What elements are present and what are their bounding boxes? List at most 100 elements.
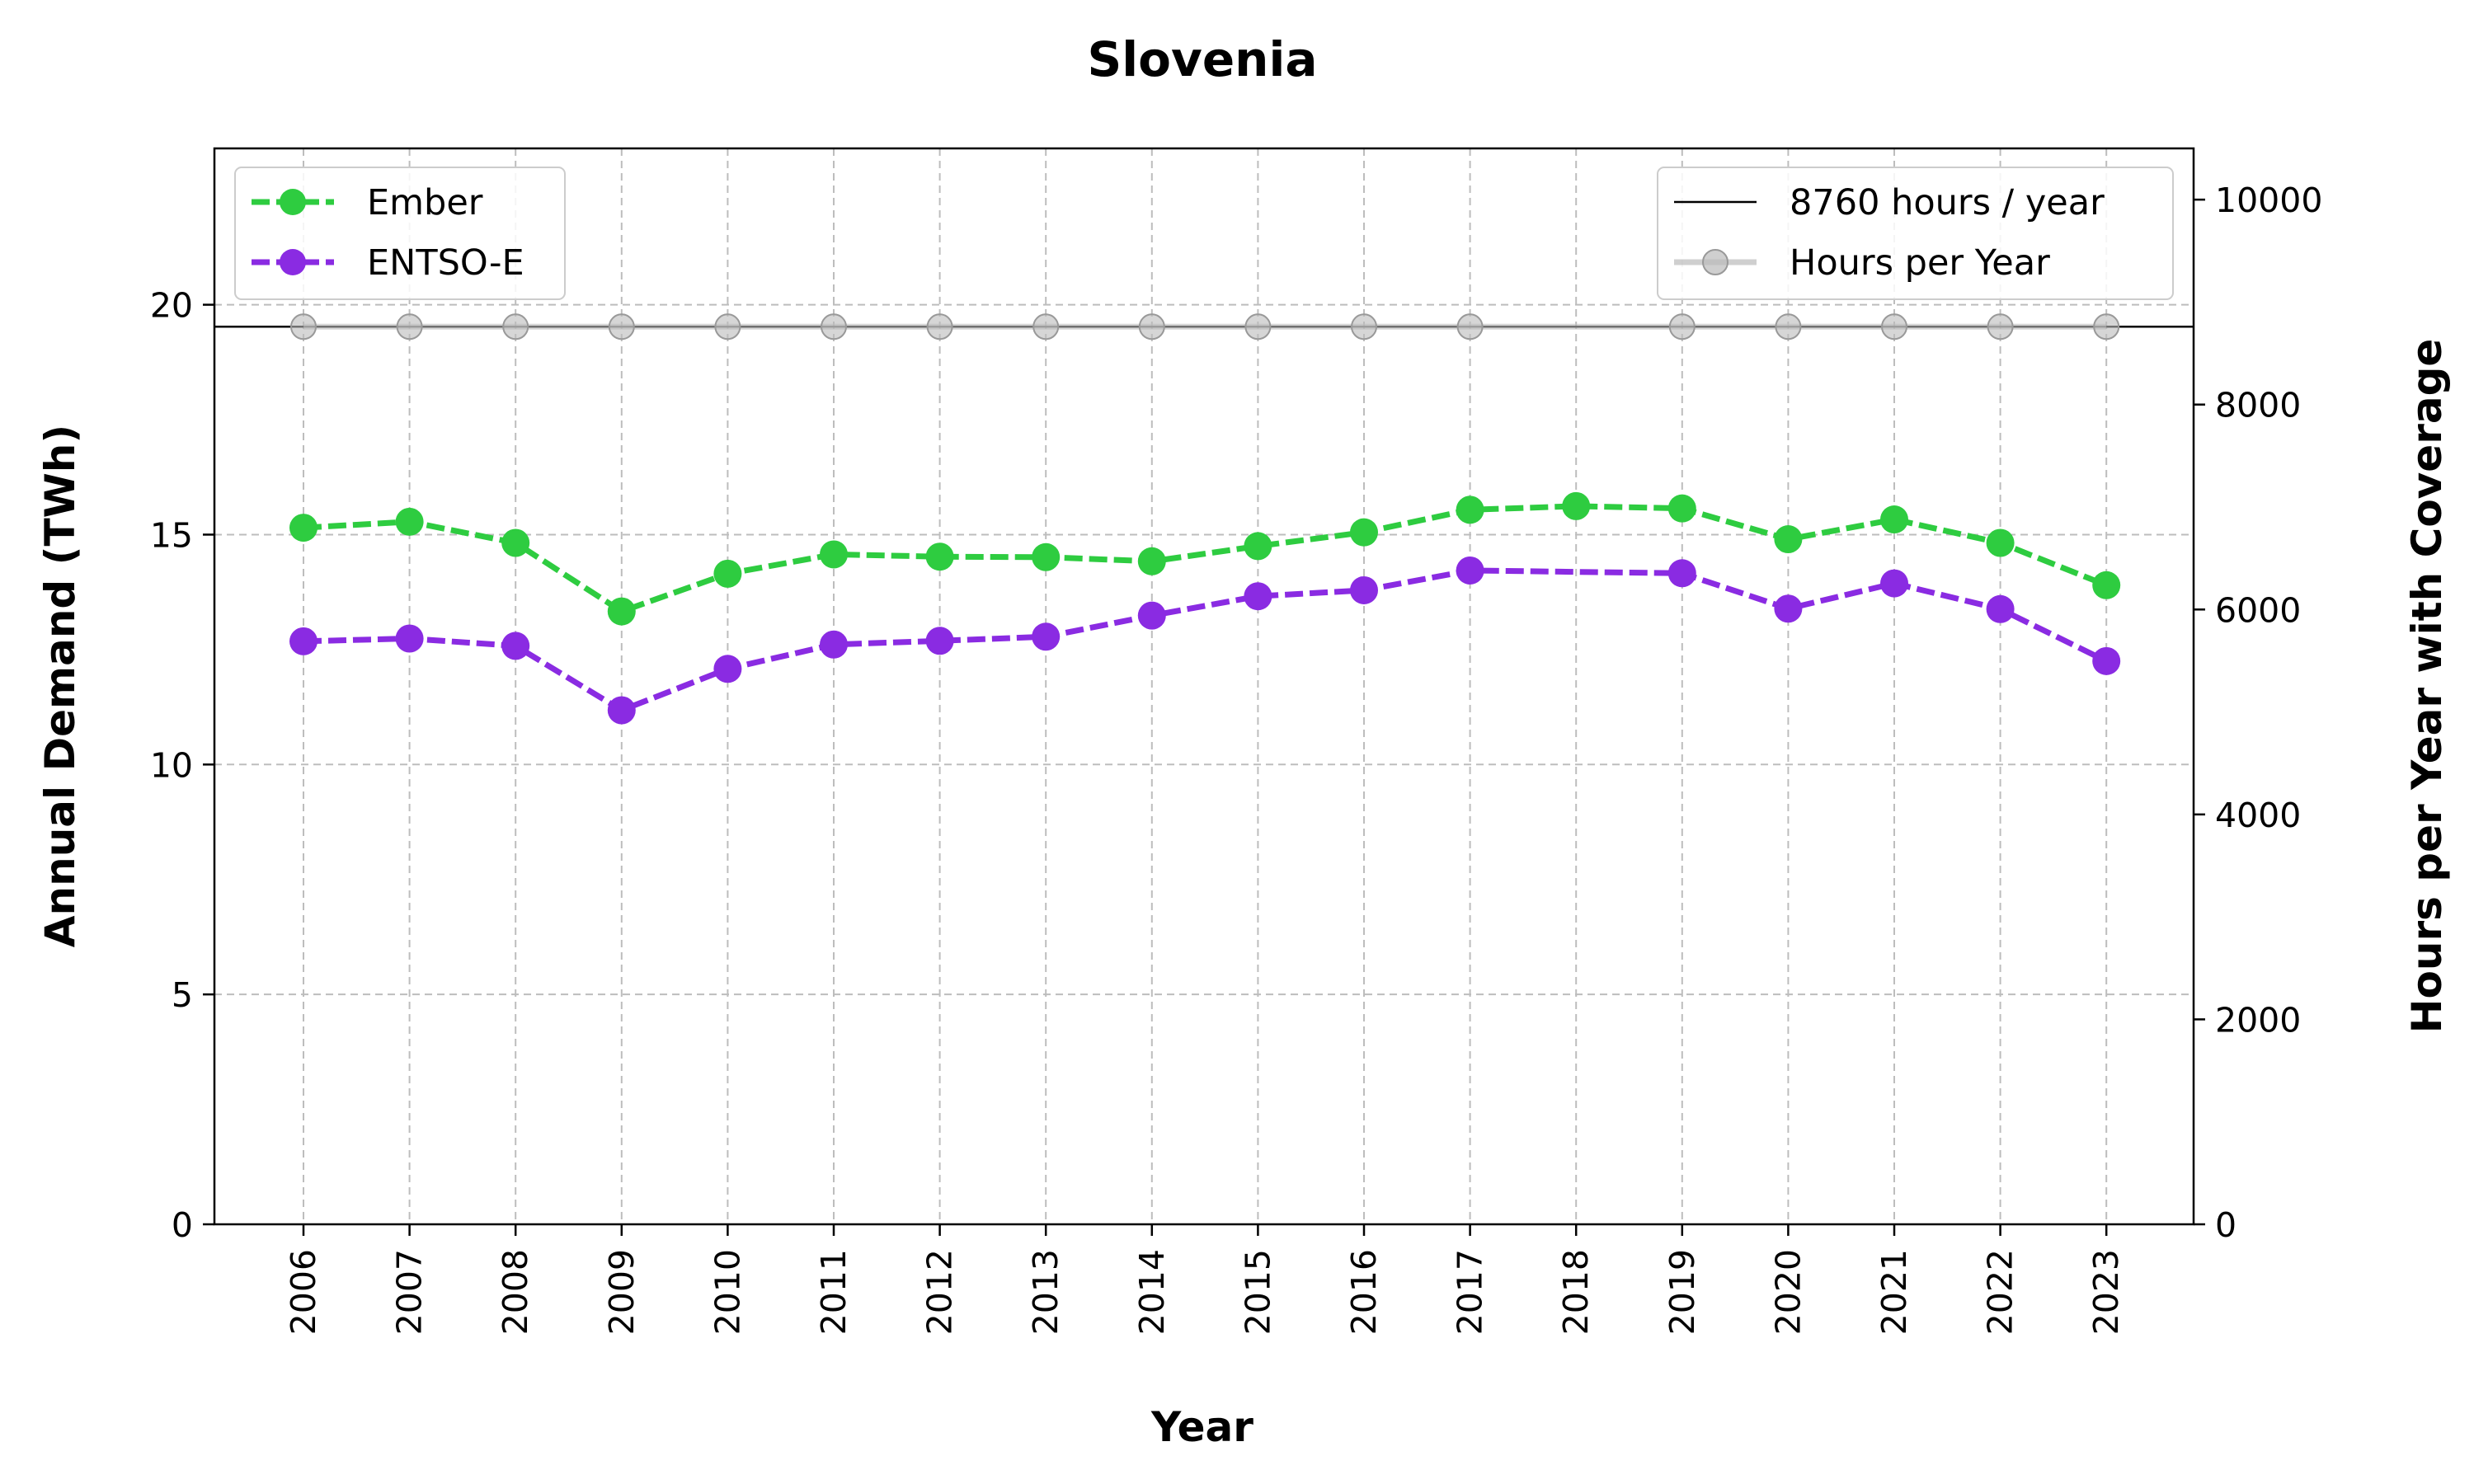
grid — [214, 148, 2194, 1224]
y2-axis-ticks: 0 2000 4000 6000 8000 10000 — [2194, 181, 2322, 1245]
x-tick-label: 2013 — [1026, 1249, 1065, 1335]
data-point-entso-e — [1456, 556, 1484, 585]
y2-tick-label: 4000 — [2215, 796, 2301, 835]
y2-tick-label: 8000 — [2215, 386, 2301, 425]
data-point-entso-e — [607, 696, 636, 725]
data-point-entso-e — [925, 627, 954, 655]
x-tick-label: 2009 — [602, 1249, 642, 1335]
legend-hours-marker — [1702, 249, 1729, 275]
data-point-ember — [1244, 532, 1272, 561]
data-point-hours-per-year — [396, 313, 423, 340]
y-tick-label: 5 — [172, 975, 193, 1015]
data-point-ember — [1562, 491, 1591, 520]
data-point-entso-e — [501, 632, 530, 660]
x-tick-label: 2012 — [920, 1249, 960, 1335]
data-point-hours-per-year — [1987, 313, 2014, 340]
data-point-entso-e — [1667, 559, 1696, 588]
x-axis-label: Year — [1150, 1403, 1253, 1451]
legend-ember-label: Ember — [367, 182, 483, 223]
x-tick-label: 2021 — [1874, 1249, 1914, 1335]
data-point-hours-per-year — [1775, 313, 1802, 340]
data-point-hours-per-year — [926, 313, 953, 340]
data-point-hours-per-year — [608, 313, 635, 340]
data-point-ember — [1667, 494, 1696, 523]
data-point-entso-e — [2092, 646, 2121, 675]
y-axis-ticks: 0 5 10 15 20 — [150, 286, 214, 1245]
data-point-hours-per-year — [1138, 313, 1165, 340]
data-point-ember — [820, 540, 848, 569]
data-point-hours-per-year — [1881, 313, 1907, 340]
y2-axis-label: Hours per Year with Coverage — [2403, 339, 2451, 1034]
data-point-ember — [289, 514, 317, 542]
data-point-entso-e — [1880, 569, 1908, 598]
y-tick-label: 15 — [150, 515, 193, 555]
y-tick-label: 10 — [150, 745, 193, 785]
data-point-ember — [607, 597, 636, 626]
legend-entsoe-label: ENTSO-E — [367, 242, 524, 284]
data-point-entso-e — [1244, 582, 1272, 611]
legend-left: Ember ENTSO-E — [234, 167, 566, 300]
x-tick-label: 2015 — [1238, 1249, 1277, 1335]
x-tick-label: 2007 — [390, 1249, 430, 1335]
x-tick-label: 2016 — [1344, 1249, 1384, 1335]
data-point-entso-e — [289, 627, 317, 655]
data-point-hours-per-year — [1668, 313, 1696, 340]
data-point-hours-per-year — [821, 313, 847, 340]
data-point-ember — [1880, 505, 1908, 534]
data-point-hours-per-year — [714, 313, 741, 340]
data-point-hours-per-year — [1351, 313, 1377, 340]
x-tick-label: 2023 — [2086, 1249, 2126, 1335]
chart-title: Slovenia — [1088, 31, 1318, 87]
data-point-ember — [2092, 571, 2121, 599]
data-point-hours-per-year — [1456, 313, 1484, 340]
x-tick-label: 2019 — [1663, 1249, 1702, 1335]
y2-tick-label: 10000 — [2215, 181, 2322, 220]
plot-frame — [213, 147, 2195, 1226]
data-point-entso-e — [820, 630, 848, 659]
x-tick-label: 2014 — [1132, 1249, 1172, 1335]
data-point-entso-e — [1986, 594, 2015, 623]
y2-tick-label: 2000 — [2215, 1000, 2301, 1040]
series-line-ember — [303, 503, 2108, 615]
data-point-hours-per-year — [2093, 313, 2120, 340]
x-tick-label: 2010 — [708, 1249, 747, 1335]
legend-8760-label: 8760 hours / year — [1790, 182, 2105, 223]
data-point-entso-e — [1774, 594, 1803, 623]
legend-right: 8760 hours / year Hours per Year — [1657, 167, 2174, 300]
legend-hours-label: Hours per Year — [1790, 242, 2050, 284]
x-tick-label: 2017 — [1451, 1249, 1490, 1335]
series-hours-per-year — [290, 313, 2120, 340]
series-layer — [289, 313, 2121, 725]
data-point-hours-per-year — [502, 313, 529, 340]
data-point-ember — [1986, 528, 2015, 557]
data-point-ember — [395, 507, 424, 536]
data-point-ember — [1350, 518, 1378, 547]
data-point-entso-e — [713, 655, 742, 683]
x-tick-label: 2008 — [496, 1249, 535, 1335]
legend-ember-marker — [280, 189, 306, 215]
x-tick-label: 2020 — [1768, 1249, 1808, 1335]
legend-entsoe-marker — [280, 249, 306, 275]
y-tick-label: 20 — [150, 286, 193, 326]
data-point-hours-per-year — [1244, 313, 1272, 340]
y2-tick-label: 6000 — [2215, 590, 2301, 630]
series-entso-e — [289, 556, 2121, 725]
legend-right-frame — [1657, 167, 2174, 300]
y-tick-label: 0 — [172, 1205, 193, 1245]
x-tick-label: 2011 — [814, 1249, 854, 1335]
data-point-hours-per-year — [290, 313, 317, 340]
data-point-hours-per-year — [1032, 313, 1060, 340]
x-tick-label: 2022 — [1981, 1249, 2020, 1335]
data-point-ember — [713, 559, 742, 588]
data-point-entso-e — [1350, 575, 1378, 604]
x-tick-label: 2006 — [284, 1249, 323, 1335]
data-point-ember — [501, 528, 530, 557]
data-point-entso-e — [1137, 601, 1166, 630]
series-line-entso-e — [303, 567, 2108, 713]
series-ember — [289, 491, 2121, 626]
data-point-entso-e — [1032, 622, 1061, 651]
y-axis-label: Annual Demand (TWh) — [36, 425, 84, 947]
data-point-ember — [925, 542, 954, 571]
data-point-entso-e — [395, 624, 424, 653]
